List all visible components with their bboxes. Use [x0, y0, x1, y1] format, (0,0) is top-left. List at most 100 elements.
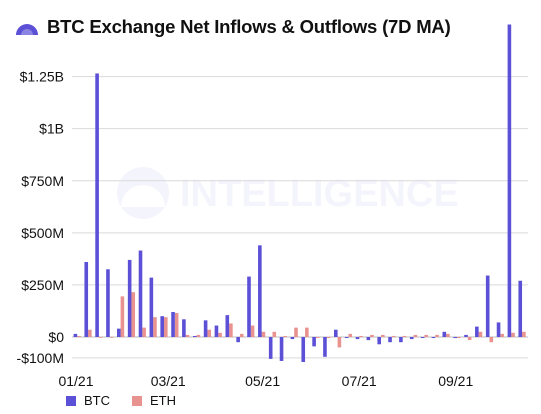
y-tick-label: $1.25B: [20, 69, 64, 85]
legend-item-eth[interactable]: ETH: [132, 393, 176, 408]
grid-lines: [72, 76, 528, 359]
bar-btc: [268, 337, 273, 359]
legend-item-btc[interactable]: BTC: [66, 393, 110, 408]
bar-btc: [388, 337, 392, 343]
bar-eth: [511, 332, 515, 337]
y-tick-label: $1B: [39, 121, 64, 137]
bar-btc: [485, 275, 490, 337]
bar-eth: [250, 325, 255, 337]
bar-eth: [294, 327, 298, 337]
bar-btc: [117, 328, 121, 337]
bar-btc: [73, 333, 78, 337]
kaiko-logo-icon: [16, 24, 38, 35]
y-axis-ticks: $1.25B $1B $750M $500M $250M $0 -$100M: [17, 69, 65, 366]
bar-eth: [326, 337, 331, 339]
bar-eth: [370, 334, 374, 337]
bar-eth: [500, 333, 504, 337]
bar-eth: [218, 332, 222, 337]
x-tick-label: 03/21: [151, 373, 186, 389]
bar-eth: [489, 337, 494, 343]
chart-header: BTC Exchange Net Inflows & Outflows (7D …: [14, 12, 451, 42]
legend-swatch-eth: [132, 395, 142, 406]
bar-eth: [109, 337, 114, 338]
bar-btc: [290, 337, 295, 340]
bar-eth: [142, 327, 146, 337]
bar-btc: [355, 337, 360, 340]
bar-btc: [431, 337, 436, 339]
bar-eth: [239, 333, 244, 337]
y-tick-label: -$100M: [17, 350, 64, 366]
bar-eth: [337, 337, 342, 348]
bar-eth: [77, 335, 81, 337]
bar-eth: [435, 334, 439, 337]
bar-eth: [305, 327, 309, 337]
bar-btc: [464, 334, 468, 337]
bar-btc: [203, 320, 208, 337]
bar-btc: [366, 337, 371, 341]
legend-label-btc: BTC: [84, 393, 110, 408]
bar-eth: [196, 334, 201, 337]
bar-btc: [171, 312, 175, 337]
bar-eth: [478, 331, 483, 337]
bar-btc: [182, 319, 186, 337]
bar-eth: [446, 333, 450, 337]
x-tick-label: 07/21: [342, 373, 377, 389]
bar-btc: [225, 315, 230, 337]
watermark: INTELLIGENCE: [117, 167, 459, 219]
bar-eth: [272, 331, 277, 337]
bar-eth: [402, 335, 407, 337]
legend-swatch-btc: [66, 395, 76, 406]
bar-eth: [315, 337, 320, 339]
bar-btc: [420, 337, 425, 339]
bar-eth: [348, 333, 353, 337]
watermark-text: INTELLIGENCE: [180, 173, 459, 215]
bar-eth: [185, 334, 190, 337]
bar-eth: [413, 334, 418, 337]
bar-btc: [95, 73, 99, 337]
bar-eth: [467, 337, 472, 341]
bar-btc: [475, 326, 479, 337]
bar-eth: [153, 317, 157, 337]
bar-eth: [229, 323, 233, 337]
x-tick-label: 05/21: [245, 373, 280, 389]
bar-eth: [283, 335, 287, 337]
bar-eth: [424, 334, 428, 337]
y-tick-label: $0: [48, 329, 64, 345]
bar-btc: [160, 316, 164, 337]
x-axis-ticks: 01/21 03/21 05/21 07/21 09/21: [58, 373, 473, 389]
x-tick-label: 09/21: [438, 373, 473, 389]
bar-eth: [131, 292, 136, 337]
bar-btc: [409, 337, 414, 340]
bar-btc: [334, 329, 338, 337]
bar-eth: [381, 334, 385, 337]
bar-eth: [359, 335, 363, 337]
bar-btc: [258, 245, 262, 337]
bar-btc: [301, 337, 306, 362]
bar-btc: [323, 337, 327, 357]
bar-btc: [149, 277, 154, 337]
bar-eth: [164, 317, 168, 337]
bar-btc: [377, 337, 381, 345]
bar-eth: [207, 329, 211, 337]
bar-eth: [98, 337, 103, 338]
bars: [73, 24, 526, 362]
bar-btc: [106, 269, 110, 337]
chart-title: BTC Exchange Net Inflows & Outflows (7D …: [47, 16, 451, 37]
bar-eth: [120, 296, 125, 337]
bar-btc: [507, 24, 512, 337]
bar-eth: [174, 313, 179, 337]
bar-btc: [344, 337, 349, 339]
bar-btc: [399, 337, 403, 343]
bar-eth: [261, 331, 266, 337]
y-tick-label: $750M: [21, 173, 64, 189]
bar-btc: [312, 337, 316, 347]
bar-eth: [522, 331, 526, 337]
bar-btc: [236, 337, 240, 343]
bar-btc: [84, 262, 89, 337]
bar-btc: [247, 276, 251, 337]
bar-eth: [391, 335, 396, 337]
bar-eth: [88, 329, 92, 337]
bar-btc: [138, 250, 143, 337]
bar-btc: [518, 280, 523, 337]
x-tick-label: 01/21: [58, 373, 93, 389]
